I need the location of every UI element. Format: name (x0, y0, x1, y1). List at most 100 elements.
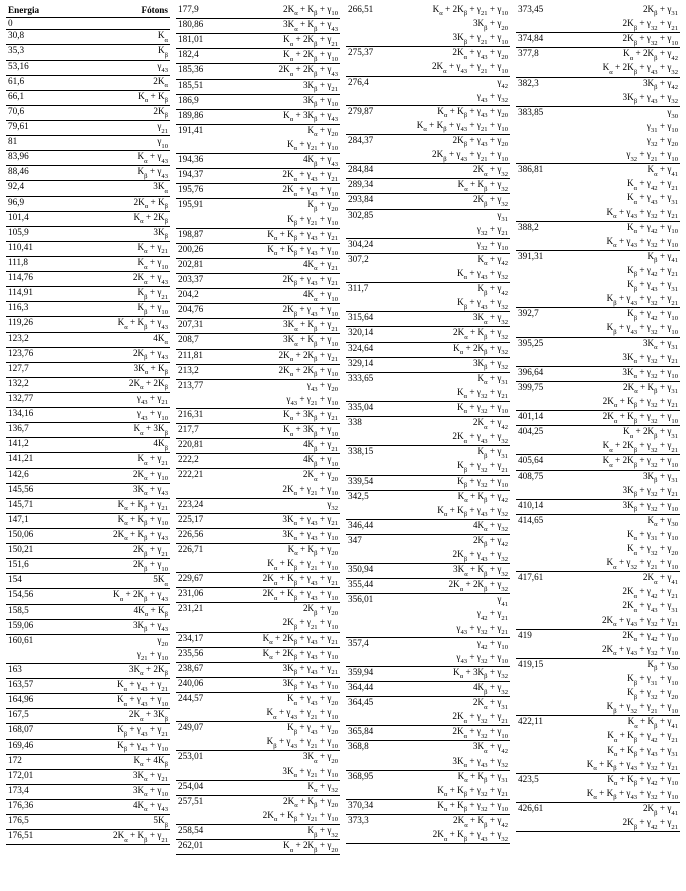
photons-value: Kα + γ43 + γ32 + γ21 (518, 207, 678, 221)
photons-value: 3Kα + γ20 (203, 751, 338, 765)
photons-value: γ32 + γ20 (518, 135, 678, 149)
table-row: 141,21Kα + γ21 (6, 453, 170, 467)
photons-value: 2Kα + Kβ + γ32 (373, 327, 508, 341)
energy-group: 342,5Kα + Kβ + γ42Kα + Kβ + γ43 + γ32 (346, 491, 510, 520)
photons-value: Kβ + γ31 (373, 446, 508, 460)
energy-value: 370,34 (348, 800, 373, 814)
energy-group: 194,372Kα + γ43 + γ21 (176, 169, 340, 184)
energy-group: 216,31Kα + 3Kβ + γ21 (176, 409, 340, 424)
energy-group: 217,7Kα + 3Kβ + γ10 (176, 424, 340, 439)
energy-value: 81 (8, 136, 17, 150)
photons-value: Kα + Kβ (24, 91, 168, 105)
energy-group: 79,61γ21 (6, 121, 170, 136)
energy-value: 79,61 (8, 121, 29, 135)
photons-value: Kα + 4Kβ (22, 755, 168, 769)
energy-group: 355,442Kα + 2Kβ + γ32 (346, 579, 510, 594)
table-row: 114,91Kβ + γ21 (6, 287, 170, 301)
energy-value: 338 (348, 417, 362, 431)
energy-group: 53,16γ43 (6, 61, 170, 76)
table-row: 422,11Kα + Kβ + γ41 (516, 716, 680, 730)
energy-value: 195,76 (178, 184, 203, 198)
energy-value: 150,21 (8, 544, 33, 558)
table-row: 223,24γ32 (176, 499, 340, 513)
energy-group: 101,4Kα + 2Kβ (6, 212, 170, 227)
energy-value: 422,11 (518, 716, 543, 730)
photons-value: Kα + γ42 + γ21 (518, 178, 678, 192)
energy-group: 238,673Kβ + γ43 + γ21 (176, 663, 340, 678)
photons-value: 2Kα + Kβ + γ43 + γ10 (203, 588, 338, 602)
energy-group: 164,96Kα + γ43 + γ10 (6, 694, 170, 709)
photons-value: Kα + 2Kβ + γ21 + γ10 (373, 4, 508, 18)
photons-value: Kα + 2Kβ (29, 212, 168, 226)
energy-group: 225,173Kα + γ43 + γ21 (176, 514, 340, 529)
energy-group: 1633Kα + 2Kβ (6, 664, 170, 679)
energy-value: 238,67 (178, 663, 203, 677)
energy-value: 302,85 (348, 210, 373, 224)
photons-value: 3Kβ + γ21 (203, 80, 338, 94)
table-row: 186,93Kβ + γ10 (176, 95, 340, 109)
energy-value: 169,46 (8, 740, 33, 754)
table-row: Kα + Kβ + γ21 + γ10 (176, 558, 340, 572)
energy-group: 151,62Kβ + γ10 (6, 559, 170, 574)
table-row: 123,762Kβ + γ43 (6, 348, 170, 362)
photons-value: γ43 + γ21 + γ10 (178, 394, 338, 408)
energy-group: 208,73Kα + Kβ + γ10 (176, 334, 340, 349)
photons-value: 2Kα + 3Kβ (29, 709, 168, 723)
energy-group: 3382Kα + γ422Kα + γ43 + γ32 (346, 417, 510, 446)
table-row: 141,24Kβ (6, 438, 170, 452)
energy-value: 284,37 (348, 135, 373, 149)
table-row: Kβ + γ32 + γ21 (346, 460, 510, 474)
photons-value: 2Kα + Kβ + γ21 + γ10 (178, 810, 338, 824)
photons-value: γ21 (29, 121, 168, 135)
table-row: 284,842Kα + γ32 (346, 164, 510, 178)
photons-value: Kα + γ32 + γ10 (373, 402, 508, 416)
photons-value: γ42 + γ21 (348, 608, 508, 622)
energy-group: 154,56Kα + 2Kβ + γ43 (6, 589, 170, 604)
energy-value: 279,87 (348, 106, 373, 120)
table-row: 329,143Kβ + γ32 (346, 358, 510, 372)
photons-value: 4Kα (29, 333, 168, 347)
table-row: 3Kα + γ32 + γ21 (516, 352, 680, 366)
energy-group: 404,25Kα + 2Kβ + γ31Kα + 2Kβ + γ32 + γ21 (516, 426, 680, 455)
table-row: 392,7Kβ + γ42 + γ10 (516, 308, 680, 322)
energy-value: 111,8 (8, 257, 28, 271)
photons-value: 2Kβ + γ43 + γ20 (373, 135, 508, 149)
energy-group: 132,22Kα + 2Kβ (6, 378, 170, 393)
table-row: Kα + γ31 + γ10 (516, 529, 680, 543)
energy-value: 159,06 (8, 620, 33, 634)
photons-value: 3Kα + γ43 (33, 484, 168, 498)
energy-value: 342,5 (348, 491, 369, 505)
energy-group: 284,842Kα + γ32 (346, 164, 510, 179)
table-row: 194,372Kα + γ43 + γ21 (176, 169, 340, 183)
energy-group: 396,643Kα + γ32 + γ10 (516, 367, 680, 382)
table-row: 417,612Kα + γ41 (516, 572, 680, 586)
photons-value: Kα + γ43 + γ20 (203, 693, 338, 707)
energy-group: 235,56Kα + 2Kβ + γ43 + γ10 (176, 648, 340, 663)
energy-group: 276,4γ42γ43 + γ32 (346, 77, 510, 106)
photons-value: 2Kα + γ43 + γ21 (203, 169, 338, 183)
table-row: Kβ + γ32 + γ20 (516, 687, 680, 701)
table-row: Kα + γ43 + γ31 (516, 192, 680, 206)
energy-value: 408,75 (518, 471, 543, 485)
table-row: 3Kβ + γ20 (346, 18, 510, 32)
photons-value: Kα + Kβ + γ20 (203, 544, 338, 558)
photons-value: Kα + γ42 + γ10 (539, 222, 678, 236)
energy-group: 284,372Kβ + γ43 + γ202Kβ + γ43 + γ21 + γ… (346, 135, 510, 164)
table-row: 2Kβ + γ32 + γ21 (516, 18, 680, 32)
photons-value: 2Kα + Kβ + γ42 (369, 815, 508, 829)
energy-group: 92,43Kα (6, 181, 170, 196)
energy-group: 422,11Kα + Kβ + γ41Kα + Kβ + γ42 + γ21Kα… (516, 716, 680, 773)
energy-value: 164,96 (8, 694, 33, 708)
table-row: 342,5Kα + Kβ + γ42 (346, 491, 510, 505)
energy-group: 373,32Kα + Kβ + γ422Kα + Kβ + γ43 + γ32 (346, 815, 510, 844)
photons-value: 2Kβ + γ21 + γ10 (178, 617, 338, 631)
photons-value: 2Kα + 2Kβ + γ21 (203, 350, 338, 364)
table-row: 208,73Kα + Kβ + γ10 (176, 334, 340, 348)
energy-group: 408,753Kβ + γ313Kβ + γ32 + γ21 (516, 471, 680, 500)
energy-value: 185,36 (178, 64, 203, 78)
energy-value: 141,2 (8, 438, 29, 452)
energy-group: 0 (6, 18, 170, 31)
energy-group: 240,063Kβ + γ43 + γ10 (176, 678, 340, 693)
photons-value: Kβ + γ42 + γ10 (539, 308, 678, 322)
photons-value: Kα (24, 30, 168, 44)
